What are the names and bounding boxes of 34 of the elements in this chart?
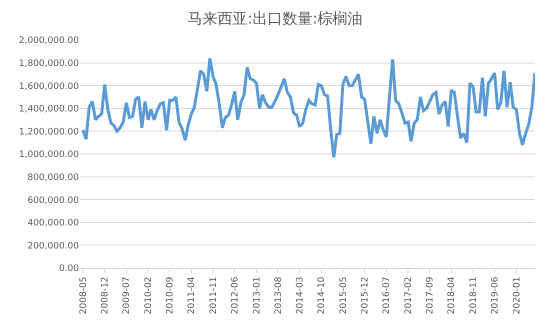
x-tick-label: 2008-12 — [100, 276, 111, 314]
y-tick-label: 1,000,000.00 — [18, 150, 80, 160]
y-tick-label: 400,000.00 — [27, 218, 80, 229]
y-tick-label: 800,000.00 — [27, 172, 80, 183]
x-tick-label: 2014-10 — [317, 276, 328, 314]
x-tick-label: 2008-05 — [78, 276, 89, 314]
x-tick-label: 2017-09 — [426, 276, 436, 314]
y-tick-label: 0.00 — [58, 264, 80, 274]
x-tick-label: 2015-05 — [338, 276, 349, 314]
x-tick-label: 2010-09 — [166, 276, 176, 314]
x-tick-label: 2017-02 — [404, 276, 414, 314]
x-tick-label: 2011-11 — [208, 276, 219, 314]
line-series — [81, 56, 535, 159]
x-tick-label: 2011-04 — [187, 276, 198, 314]
y-tick-label: 600,000.00 — [27, 196, 80, 206]
x-tick-label: 2018-11 — [468, 276, 479, 314]
x-tick-label: 2012-06 — [230, 276, 241, 314]
y-tick-label: 1,400,000.00 — [18, 104, 80, 115]
y-tick-label: 200,000.00 — [27, 241, 80, 252]
y-tick-label: 2,000,000.00 — [18, 36, 80, 46]
y-tick-label: 1,200,000.00 — [18, 127, 80, 138]
x-tick-label: 2013-08 — [274, 276, 284, 314]
chart-title: 马来西亚:出口数量:棕榈油 — [187, 10, 363, 28]
x-tick-label: 2018-04 — [447, 276, 458, 314]
y-tick-label: 1,600,000.00 — [18, 82, 80, 92]
x-tick-label: 2019-06 — [490, 276, 501, 314]
x-tick-label: 2020-01 — [512, 276, 522, 314]
x-tick-label: 2009-07 — [122, 276, 132, 314]
x-tick-label: 2014-03 — [295, 276, 306, 314]
x-tick-label: 2010-02 — [144, 276, 154, 314]
x-tick-label: 2013-01 — [252, 276, 262, 314]
x-tick-label: 2016-07 — [382, 276, 392, 314]
x-tick-label: 2015-12 — [360, 276, 371, 314]
y-tick-label: 1,800,000.00 — [18, 58, 80, 69]
